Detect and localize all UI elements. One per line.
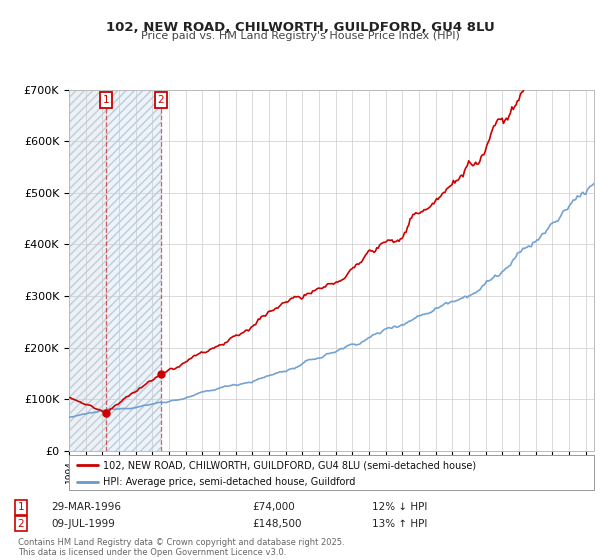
Text: 09-JUL-1999: 09-JUL-1999	[51, 519, 115, 529]
Text: 12% ↓ HPI: 12% ↓ HPI	[372, 502, 427, 512]
Text: 1: 1	[17, 502, 25, 512]
Bar	[106, 90, 161, 451]
Text: £148,500: £148,500	[252, 519, 302, 529]
Text: HPI: Average price, semi-detached house, Guildford: HPI: Average price, semi-detached house,…	[103, 477, 355, 487]
Text: 2: 2	[158, 95, 164, 105]
Text: 2: 2	[17, 519, 25, 529]
Text: 102, NEW ROAD, CHILWORTH, GUILDFORD, GU4 8LU (semi-detached house): 102, NEW ROAD, CHILWORTH, GUILDFORD, GU4…	[103, 460, 476, 470]
Text: Price paid vs. HM Land Registry's House Price Index (HPI): Price paid vs. HM Land Registry's House …	[140, 31, 460, 41]
Bar	[106, 90, 161, 451]
Text: £74,000: £74,000	[252, 502, 295, 512]
Text: 13% ↑ HPI: 13% ↑ HPI	[372, 519, 427, 529]
Bar	[69, 90, 106, 451]
Text: Contains HM Land Registry data © Crown copyright and database right 2025.
This d: Contains HM Land Registry data © Crown c…	[18, 538, 344, 557]
Text: 29-MAR-1996: 29-MAR-1996	[51, 502, 121, 512]
Text: 102, NEW ROAD, CHILWORTH, GUILDFORD, GU4 8LU: 102, NEW ROAD, CHILWORTH, GUILDFORD, GU4…	[106, 21, 494, 34]
Bar	[69, 90, 106, 451]
Text: 1: 1	[103, 95, 109, 105]
